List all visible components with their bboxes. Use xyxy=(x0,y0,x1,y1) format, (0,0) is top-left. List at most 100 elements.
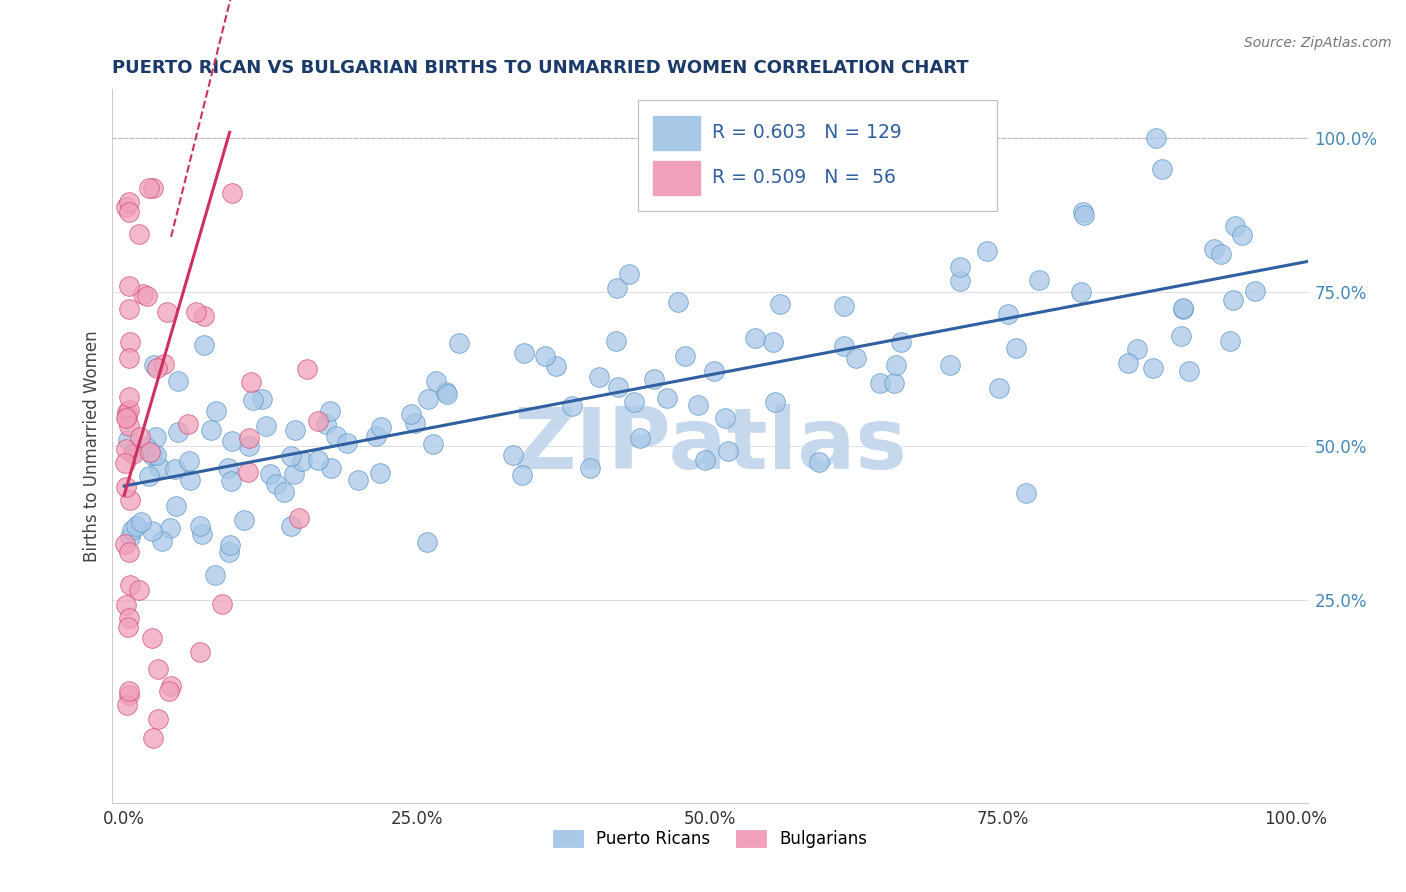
Point xyxy=(1028,273,1050,287)
Point xyxy=(135,289,157,303)
Point xyxy=(1070,285,1092,300)
Point xyxy=(1170,328,1192,343)
Point xyxy=(114,537,136,551)
Point xyxy=(184,305,207,319)
Point xyxy=(146,662,169,676)
Point xyxy=(1015,486,1038,500)
Point xyxy=(703,363,725,377)
Point xyxy=(949,260,972,274)
Point xyxy=(336,436,359,450)
Point xyxy=(1222,293,1244,308)
Point xyxy=(138,468,160,483)
Point xyxy=(606,380,628,394)
Point xyxy=(118,335,141,350)
Point xyxy=(221,186,243,201)
Point xyxy=(416,535,439,549)
Point xyxy=(283,467,305,481)
Point xyxy=(512,467,534,482)
Point xyxy=(117,434,139,448)
Text: Source: ZipAtlas.com: Source: ZipAtlas.com xyxy=(1244,36,1392,50)
Bar xyxy=(652,161,700,194)
Point xyxy=(845,351,868,366)
Point xyxy=(157,684,180,698)
Point xyxy=(166,425,188,439)
Point xyxy=(883,376,905,391)
Point xyxy=(117,279,139,293)
Point xyxy=(769,297,792,311)
Point xyxy=(714,410,737,425)
Point xyxy=(370,420,392,434)
Point xyxy=(666,294,689,309)
Point xyxy=(115,405,138,419)
Point xyxy=(1005,342,1028,356)
Point xyxy=(142,180,165,194)
Point xyxy=(1230,228,1253,243)
Point xyxy=(280,518,302,533)
Point xyxy=(242,392,264,407)
Point xyxy=(425,374,447,388)
Point xyxy=(193,309,215,323)
Point xyxy=(177,417,200,431)
Point xyxy=(422,436,444,450)
Point xyxy=(177,454,200,468)
Point xyxy=(307,414,329,428)
Point xyxy=(346,473,368,487)
Point xyxy=(449,336,471,351)
Point xyxy=(219,475,242,489)
Point xyxy=(259,467,281,482)
Point xyxy=(145,361,167,376)
Point xyxy=(273,485,295,500)
Point xyxy=(325,429,347,443)
Point xyxy=(148,459,170,474)
Point xyxy=(623,395,645,409)
Point xyxy=(118,545,141,559)
Point xyxy=(160,679,183,693)
Point xyxy=(142,731,165,745)
Point xyxy=(165,462,187,476)
Point xyxy=(118,611,141,625)
Text: ZIPatlas: ZIPatlas xyxy=(513,404,907,488)
Point xyxy=(128,582,150,597)
Bar xyxy=(652,116,700,150)
Point xyxy=(117,419,139,434)
Point xyxy=(693,453,716,467)
Point xyxy=(295,362,318,376)
Point xyxy=(204,567,226,582)
Point xyxy=(233,513,256,527)
Point xyxy=(115,442,138,456)
Point xyxy=(121,447,143,461)
Point xyxy=(308,452,330,467)
Point xyxy=(399,407,422,421)
Point xyxy=(606,281,628,295)
Point xyxy=(150,534,173,549)
Point xyxy=(762,334,785,349)
Point xyxy=(655,391,678,405)
Point xyxy=(131,515,153,529)
Point xyxy=(128,430,150,444)
Point xyxy=(1173,302,1195,317)
Point xyxy=(416,392,439,406)
Point xyxy=(1142,361,1164,376)
Point xyxy=(114,456,136,470)
Point xyxy=(115,698,138,712)
Point xyxy=(869,376,891,390)
Point xyxy=(949,274,972,288)
Text: R = 0.509   N =  56: R = 0.509 N = 56 xyxy=(713,169,896,187)
Point xyxy=(117,390,139,404)
Point xyxy=(1071,205,1094,219)
Point xyxy=(118,684,141,698)
Point xyxy=(118,204,141,219)
Point xyxy=(502,448,524,462)
Point xyxy=(291,454,314,468)
Point xyxy=(118,351,141,365)
Point xyxy=(117,688,139,702)
Point xyxy=(997,307,1019,321)
Point xyxy=(117,620,139,634)
Point xyxy=(115,200,138,214)
Point xyxy=(254,419,277,434)
Point xyxy=(1116,356,1139,370)
Point xyxy=(434,384,457,399)
Point xyxy=(886,359,908,373)
Point xyxy=(1223,219,1246,233)
Point xyxy=(643,372,665,386)
